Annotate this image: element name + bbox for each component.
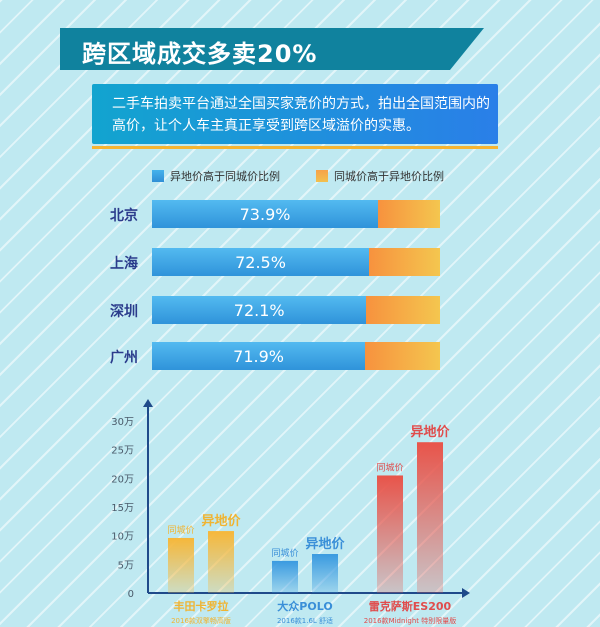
bar-local-higher <box>365 342 440 370</box>
car-model-name: 丰田卡罗拉 <box>174 599 229 613</box>
bar-row: 深圳 72.1% <box>110 296 470 324</box>
bar-local-higher <box>378 200 440 228</box>
bar-track: 73.9% <box>152 200 440 228</box>
y-tick-label: 15万 <box>111 503 134 514</box>
bar-local-higher <box>366 296 440 324</box>
bar-track: 72.1% <box>152 296 440 324</box>
y-tick-label: 5万 <box>118 560 134 571</box>
bar-track: 72.5% <box>152 248 440 276</box>
city-label: 深圳 <box>110 304 138 320</box>
price-bar-label: 异地价 <box>305 536 345 552</box>
legend-label-local-higher: 同城价高于异地价比例 <box>334 170 444 183</box>
car-model-sub: 2016款双擎畅高版 <box>171 616 231 625</box>
car-model-name: 大众POLO <box>277 599 332 613</box>
city-label: 广州 <box>110 350 138 366</box>
price-bar <box>417 442 443 593</box>
price-bar-label: 同城价 <box>376 462 403 473</box>
bar-remote-higher: 72.1% <box>152 296 367 324</box>
bar-local-higher <box>369 248 440 276</box>
car-model-name: 雷克萨斯ES200 <box>369 599 452 613</box>
city-label: 北京 <box>110 208 138 224</box>
city-label: 上海 <box>110 256 138 272</box>
bar-row: 上海 72.5% <box>110 248 470 276</box>
legend-item-remote-higher: 异地价高于同城价比例 <box>152 168 280 184</box>
description-box: 二手车拍卖平台通过全国买家竞价的方式，拍出全国范围内的高价，让个人车主真正享受到… <box>92 84 498 144</box>
legend-swatch-orange <box>316 170 328 182</box>
price-bar-label: 异地价 <box>201 513 241 529</box>
price-bar <box>272 560 298 593</box>
legend-item-local-higher: 同城价高于异地价比例 <box>316 168 444 184</box>
y-tick-label: 10万 <box>111 532 134 543</box>
price-bar <box>312 554 338 593</box>
car-model-sub: 2016款1.6L 舒适 <box>277 616 333 625</box>
title-banner: 跨区域成交多卖20% <box>60 28 484 70</box>
bar-row: 北京 73.9% <box>110 200 470 228</box>
price-bar-label: 同城价 <box>271 548 298 559</box>
price-bar <box>168 537 194 593</box>
y-tick-label: 0 <box>128 589 134 600</box>
bar-row: 广州 71.9% <box>110 342 470 370</box>
bar-remote-higher: 73.9% <box>152 200 379 228</box>
description-underline <box>92 146 498 149</box>
description-text: 二手车拍卖平台通过全国买家竞价的方式，拍出全国范围内的高价，让个人车主真正享受到… <box>112 96 490 134</box>
price-bar <box>377 475 403 593</box>
car-model-sub: 2016款Midnight 特别限量版 <box>364 616 456 625</box>
y-tick-label: 30万 <box>111 417 134 428</box>
price-bar <box>208 531 234 593</box>
y-tick-label: 25万 <box>111 446 134 457</box>
price-bar-label: 异地价 <box>410 424 450 440</box>
price-bar-label: 同城价 <box>167 525 194 536</box>
y-tick-label: 20万 <box>111 474 134 485</box>
x-axis-arrow <box>462 588 470 598</box>
y-axis-arrow <box>143 399 153 407</box>
bar-remote-higher: 71.9% <box>152 342 366 370</box>
legend-swatch-blue <box>152 170 164 182</box>
bar-track: 71.9% <box>152 342 440 370</box>
legend-label-remote-higher: 异地价高于同城价比例 <box>170 170 280 183</box>
page-title: 跨区域成交多卖20% <box>82 40 318 68</box>
bar-remote-higher: 72.5% <box>152 248 369 276</box>
